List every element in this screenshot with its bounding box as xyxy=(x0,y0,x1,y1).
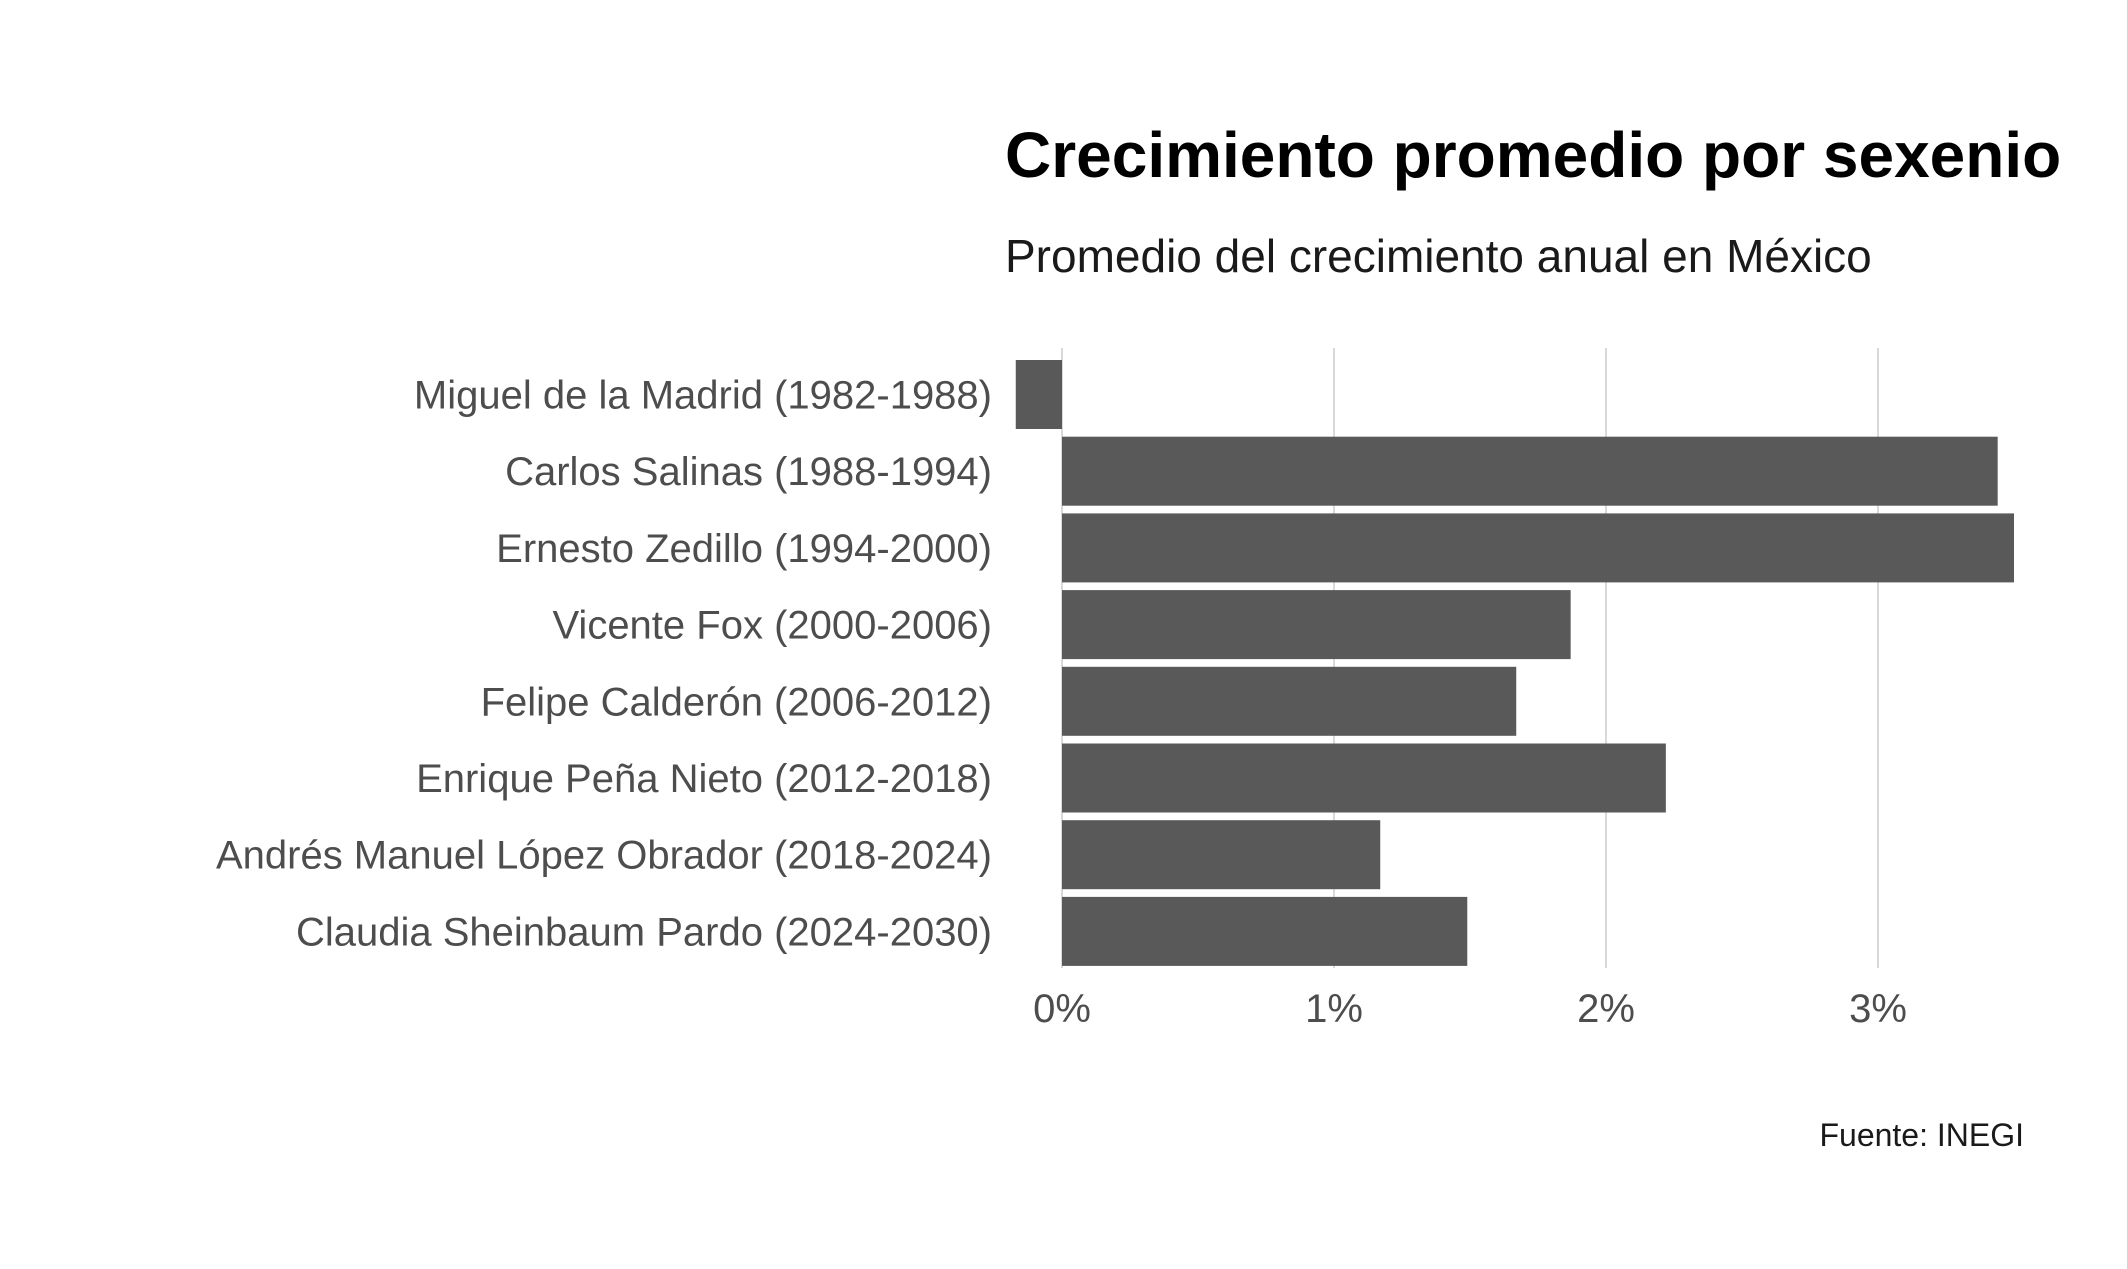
bar xyxy=(1062,436,1998,506)
category-label: Miguel de la Madrid (1982-1988) xyxy=(414,374,992,418)
chart-subtitle: Promedio del crecimiento anual en México xyxy=(1005,230,1872,282)
category-label: Claudia Sheinbaum Pardo (2024-2030) xyxy=(296,910,992,954)
category-label: Ernesto Zedillo (1994-2000) xyxy=(496,527,992,571)
category-label: Vicente Fox (2000-2006) xyxy=(552,604,992,648)
category-label: Carlos Salinas (1988-1994) xyxy=(505,450,992,494)
category-labels: Miguel de la Madrid (1982-1988) Carlos Sa… xyxy=(216,374,992,955)
category-label: Andrés Manuel López Obrador (2018-2024) xyxy=(216,834,992,878)
bar xyxy=(1062,513,2014,583)
bars xyxy=(1015,360,2014,966)
bar xyxy=(1062,820,1381,890)
bar xyxy=(1015,360,1062,429)
bar xyxy=(1062,666,1517,736)
category-label: Felipe Calderón (2006-2012) xyxy=(481,680,992,724)
chart-title: Crecimiento promedio por sexenio xyxy=(1005,119,2061,191)
bar xyxy=(1062,743,1666,813)
x-tick-label: 2% xyxy=(1577,987,1635,1031)
bar xyxy=(1062,896,1468,966)
x-axis-ticks: 0% 1% 2% 3% xyxy=(1033,987,1907,1031)
bar xyxy=(1062,590,1571,660)
chart-caption: Fuente: INEGI xyxy=(1819,1117,2024,1153)
x-tick-label: 0% xyxy=(1033,987,1091,1031)
x-tick-label: 3% xyxy=(1849,987,1907,1031)
x-tick-label: 1% xyxy=(1305,987,1363,1031)
category-label: Enrique Peña Nieto (2012-2018) xyxy=(416,757,992,801)
